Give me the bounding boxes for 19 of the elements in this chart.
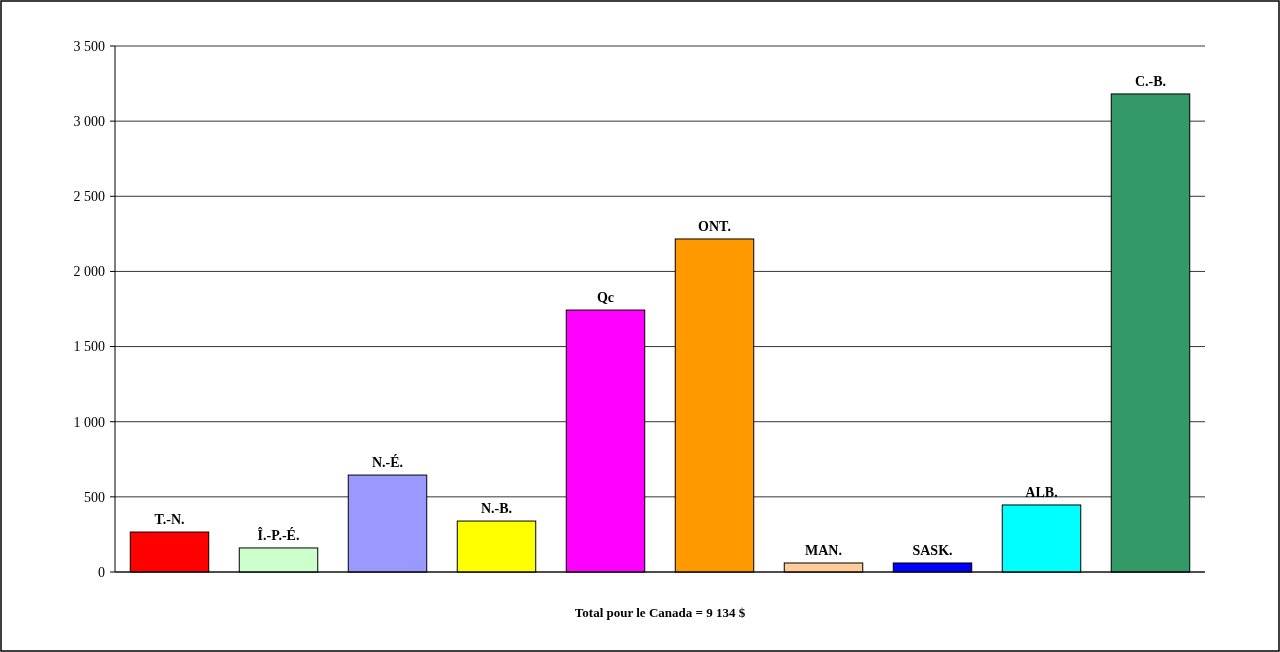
- x-tick-label: ALB.: [1025, 484, 1058, 500]
- x-tick-label: Î.-P.-É.: [257, 526, 300, 543]
- y-tick-label: 3 500: [73, 38, 105, 54]
- x-tick-label: T.-N.: [154, 512, 185, 528]
- x-tick-label: N.-B.: [480, 501, 513, 517]
- x-tick-label: Qc: [596, 290, 615, 306]
- y-tick-label: 2 000: [73, 264, 105, 280]
- y-tick-label: 1 500: [73, 339, 105, 355]
- x-tick-label: MAN.: [805, 542, 842, 558]
- y-tick-label: 2 500: [73, 189, 105, 205]
- x-tick-label: C.-B.: [1134, 73, 1167, 89]
- y-tick-label: 1 000: [73, 414, 105, 430]
- y-tick-label: 3 000: [73, 114, 105, 130]
- x-tick-label: SASK.: [912, 542, 953, 558]
- x-axis-title: Total pour le Canada = 9 134 $: [574, 605, 746, 620]
- y-tick-label: 0: [98, 564, 105, 580]
- x-tick-label: ONT.: [698, 218, 731, 234]
- y-tick-label: 500: [84, 489, 105, 505]
- x-tick-label: N.-É.: [371, 454, 404, 471]
